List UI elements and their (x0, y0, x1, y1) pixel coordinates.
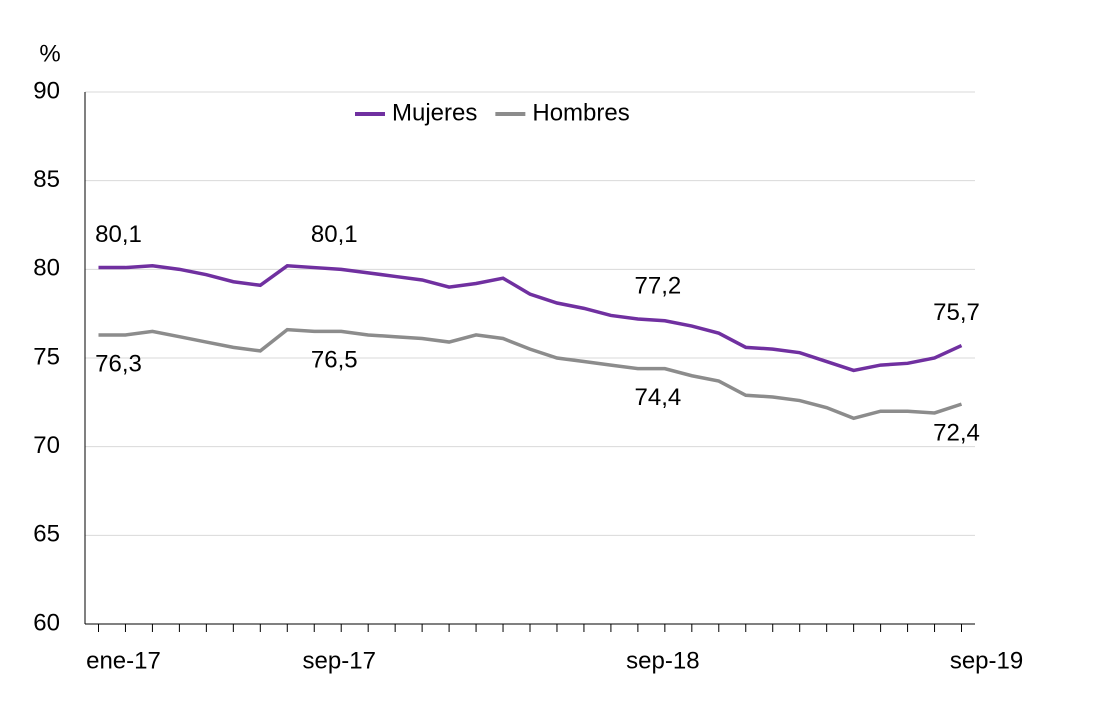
data-label: 80,1 (311, 221, 358, 248)
legend-label: Mujeres (392, 99, 477, 126)
data-label: 80,1 (95, 221, 142, 248)
y-tick-label: 60 (33, 609, 60, 636)
data-label: 76,3 (95, 350, 142, 377)
data-label: 74,4 (635, 384, 682, 411)
data-label: 75,7 (933, 299, 980, 326)
y-tick-label: 70 (33, 432, 60, 459)
data-label: 72,4 (933, 419, 980, 446)
x-tick-label: sep-18 (626, 647, 699, 674)
y-tick-label: 90 (33, 77, 60, 104)
y-axis-label: % (39, 40, 60, 67)
x-tick-label: ene-17 (86, 647, 161, 674)
x-tick-label: sep-19 (950, 647, 1023, 674)
series-line (98, 263, 963, 373)
legend-label: Hombres (532, 99, 629, 126)
x-tick-label: sep-17 (303, 647, 376, 674)
series-line (98, 327, 963, 421)
data-label: 77,2 (635, 272, 682, 299)
y-tick-label: 80 (33, 255, 60, 282)
y-tick-label: 65 (33, 521, 60, 548)
y-tick-label: 75 (33, 343, 60, 370)
data-label: 76,5 (311, 347, 358, 374)
y-tick-label: 85 (33, 166, 60, 193)
